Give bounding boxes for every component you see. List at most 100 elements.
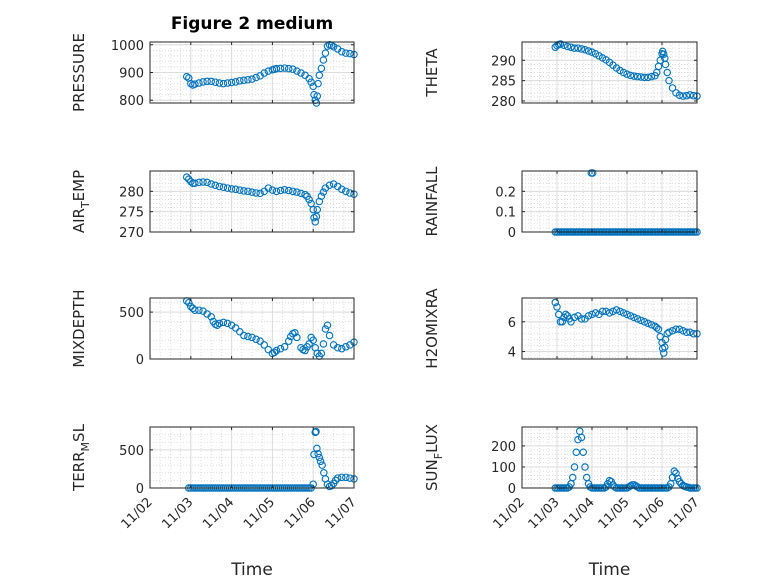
y-axis-label-main: RAINFALL xyxy=(423,166,441,237)
data-point xyxy=(307,78,315,86)
data-point xyxy=(581,45,589,54)
data-point xyxy=(223,79,232,87)
data-point xyxy=(199,178,207,186)
y-tick-label: 285 xyxy=(491,75,516,90)
data-point xyxy=(244,187,252,196)
y-axis-label: PRESSURE xyxy=(70,33,88,112)
data-point xyxy=(588,310,596,319)
data-point xyxy=(586,483,594,491)
y-axis-label: AIRTEMP xyxy=(70,170,92,233)
data-point xyxy=(291,328,299,337)
subplot-pressure: 800 900 1000 PRESSURE xyxy=(70,33,358,112)
data-point xyxy=(309,336,317,344)
y-tick-label: 800 xyxy=(119,94,144,109)
data-point xyxy=(333,474,342,482)
data-point xyxy=(317,64,326,73)
data-point xyxy=(584,47,593,55)
data-point xyxy=(301,346,309,355)
y-tick-label: 100 xyxy=(491,461,516,476)
data-point xyxy=(609,307,617,316)
data-point xyxy=(215,319,224,328)
data-point xyxy=(602,307,610,316)
data-point xyxy=(658,344,667,353)
data-point xyxy=(191,179,199,187)
data-point xyxy=(219,79,228,88)
data-point xyxy=(342,343,350,351)
y-axis-label: RAINFALL xyxy=(423,166,441,237)
data-point xyxy=(280,343,289,351)
data-point xyxy=(297,69,305,77)
data-point xyxy=(630,72,638,80)
data-point xyxy=(626,71,635,80)
data-point xyxy=(630,313,638,322)
data-point xyxy=(293,67,301,75)
data-point xyxy=(315,453,324,462)
data-point xyxy=(187,177,195,186)
y-tick-label: 6 xyxy=(508,316,516,331)
data-point xyxy=(574,44,582,52)
figure-title: Figure 2 medium xyxy=(171,14,333,34)
data-point xyxy=(284,186,293,195)
data-point xyxy=(260,341,268,349)
data-point xyxy=(553,303,561,311)
axes-frame xyxy=(149,170,355,233)
data-point xyxy=(276,64,285,73)
data-point xyxy=(301,190,309,199)
data-point xyxy=(338,47,346,56)
y-axis-label-main: H2OMIXRA xyxy=(423,288,441,369)
data-point xyxy=(640,318,649,326)
data-point xyxy=(236,77,244,85)
y-tick-label: 0.2 xyxy=(495,185,516,200)
y-tick-label: 0 xyxy=(136,482,144,497)
y-axis-label: MIXDEPTH xyxy=(70,289,88,367)
data-point xyxy=(644,319,652,328)
data-point xyxy=(293,333,301,342)
data-point xyxy=(686,328,694,336)
subplot-theta: 280 285 290 THETA xyxy=(423,40,701,110)
subplot-h2o-mixratio: 4 6 H2OMIXRA xyxy=(423,288,701,369)
data-point xyxy=(227,185,236,193)
data-point xyxy=(317,349,326,358)
data-point xyxy=(591,309,600,317)
y-tick-label: 275 xyxy=(119,206,144,221)
data-point xyxy=(280,64,289,72)
data-point xyxy=(187,79,195,88)
data-point xyxy=(315,71,324,80)
data-point xyxy=(215,79,224,87)
subplot-rainfall: 0 0.1 0.2 RAINFALL xyxy=(423,166,701,241)
data-point xyxy=(577,45,586,53)
data-point xyxy=(672,469,680,478)
data-point xyxy=(195,306,203,314)
data-point xyxy=(272,187,281,196)
data-point xyxy=(312,212,321,221)
data-point xyxy=(633,483,642,491)
data-point xyxy=(319,56,328,64)
y-tick-label: 1000 xyxy=(111,39,144,54)
axes-frame xyxy=(149,426,355,489)
data-point xyxy=(584,312,593,320)
data-point xyxy=(342,473,350,482)
y-tick-label: 280 xyxy=(119,185,144,200)
y-axis-label-tail: SL xyxy=(70,423,88,442)
data-point xyxy=(319,188,328,196)
data-point xyxy=(619,68,628,77)
axes-frame xyxy=(521,297,698,360)
y-tick-label: 290 xyxy=(491,54,516,69)
data-point xyxy=(570,313,579,322)
data-point xyxy=(327,481,336,490)
y-tick-label: 200 xyxy=(491,440,516,455)
data-point xyxy=(329,180,338,188)
data-point xyxy=(661,60,670,69)
data-point xyxy=(654,325,663,333)
data-point xyxy=(670,467,678,475)
data-point xyxy=(633,315,642,323)
data-point xyxy=(661,343,669,351)
data-point xyxy=(679,92,687,100)
data-point xyxy=(623,310,631,319)
data-point xyxy=(558,318,566,326)
y-tick-label: 500 xyxy=(119,306,144,321)
data-point xyxy=(342,49,350,57)
data-point xyxy=(572,448,580,456)
data-point xyxy=(272,346,281,355)
